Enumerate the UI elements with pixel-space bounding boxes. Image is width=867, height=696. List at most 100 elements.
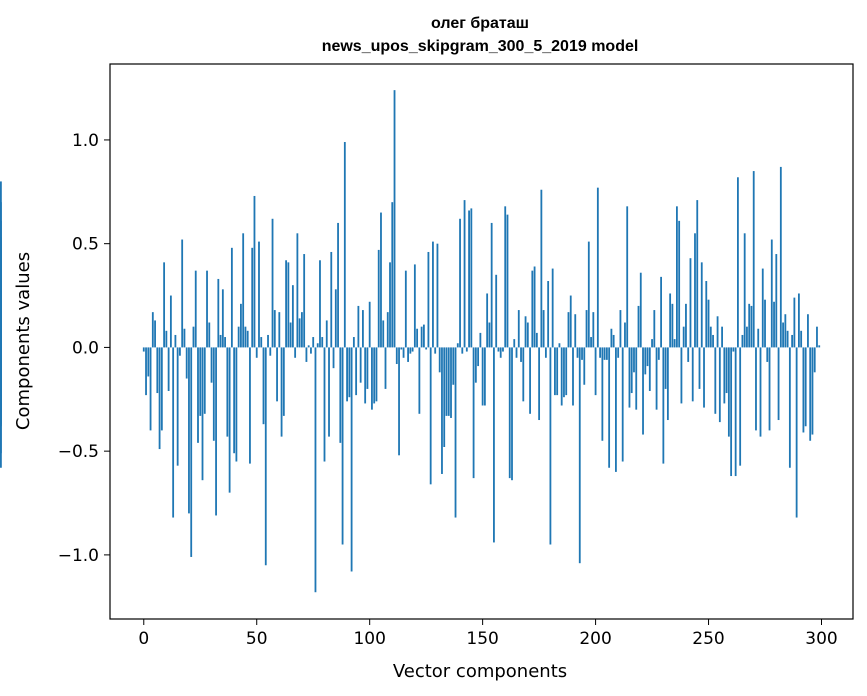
bar [181, 239, 184, 348]
bar [316, 343, 319, 348]
bar [797, 293, 800, 348]
bar [183, 328, 186, 348]
bar [368, 301, 371, 348]
y-axis-label: Components values [13, 252, 34, 430]
bar [800, 330, 803, 348]
bar [176, 347, 179, 466]
bar [506, 214, 509, 348]
bar [253, 195, 256, 348]
bar [542, 310, 545, 348]
bar [190, 347, 193, 557]
bar [594, 347, 597, 396]
bar [569, 295, 572, 348]
bar [608, 347, 611, 468]
bar [429, 347, 432, 485]
bar [160, 347, 163, 431]
bar [811, 347, 814, 435]
bar [395, 347, 398, 365]
bar [147, 347, 150, 377]
bar [716, 316, 719, 348]
bar [443, 347, 446, 447]
bar [576, 347, 579, 358]
bar [533, 266, 536, 348]
bar [705, 281, 708, 348]
x-tick-label: 100 [353, 629, 385, 649]
bar [264, 347, 267, 566]
bar [260, 337, 263, 348]
bar [612, 334, 615, 348]
bar [409, 347, 412, 354]
bar [461, 347, 464, 354]
x-tick-label: 300 [805, 629, 837, 649]
bar [761, 268, 764, 348]
bar [332, 347, 335, 369]
bar [436, 243, 439, 348]
bar [639, 272, 642, 348]
bar [802, 347, 805, 433]
bar [249, 347, 251, 464]
bar [648, 347, 651, 391]
bar [452, 347, 455, 385]
bar [314, 347, 317, 593]
bar [628, 347, 631, 408]
bar [791, 334, 794, 348]
bar [407, 347, 409, 362]
bar [511, 347, 513, 481]
bar [352, 337, 355, 348]
bar [215, 347, 217, 516]
bar [294, 347, 297, 358]
bar [777, 347, 780, 421]
bar [504, 206, 507, 348]
bar [321, 337, 324, 348]
bar [242, 233, 245, 348]
bar [732, 347, 735, 352]
bar [721, 326, 723, 348]
bar [240, 303, 242, 348]
bar [633, 347, 635, 373]
bar [515, 347, 518, 358]
bar [258, 241, 260, 348]
x-tick-label: 250 [692, 629, 724, 649]
bar [565, 347, 568, 396]
bar [666, 347, 669, 421]
bar [700, 262, 703, 348]
bar [291, 285, 294, 348]
bar [420, 326, 423, 348]
bar [615, 347, 617, 472]
bar [793, 297, 796, 348]
bar [197, 347, 199, 443]
bar [289, 322, 292, 348]
bar [165, 330, 168, 348]
bar [273, 310, 276, 348]
bar [813, 347, 816, 373]
bar [513, 339, 516, 348]
bar [687, 347, 690, 362]
y-tick-label: 0.0 [72, 338, 99, 358]
bar [583, 347, 586, 385]
bar [773, 301, 775, 348]
chart-subtitle: news_upos_skipgram_300_5_2019 model [322, 38, 639, 55]
bar [0, 293, 2, 348]
bar [158, 347, 161, 450]
bar [689, 258, 692, 348]
bar [267, 334, 269, 348]
bar [766, 347, 769, 362]
bar [445, 347, 448, 416]
bar [626, 206, 629, 348]
bar [427, 251, 430, 348]
bar [219, 334, 222, 348]
bar [296, 233, 299, 348]
x-tick-label: 50 [246, 629, 268, 649]
bar [502, 347, 504, 352]
bar [610, 328, 613, 348]
bar [203, 347, 206, 414]
bar [255, 347, 258, 358]
bar [465, 347, 468, 352]
bar [337, 222, 339, 348]
bar [637, 305, 640, 348]
bar [748, 303, 751, 348]
bar [581, 347, 583, 360]
bar [603, 347, 606, 360]
bar [535, 332, 538, 348]
